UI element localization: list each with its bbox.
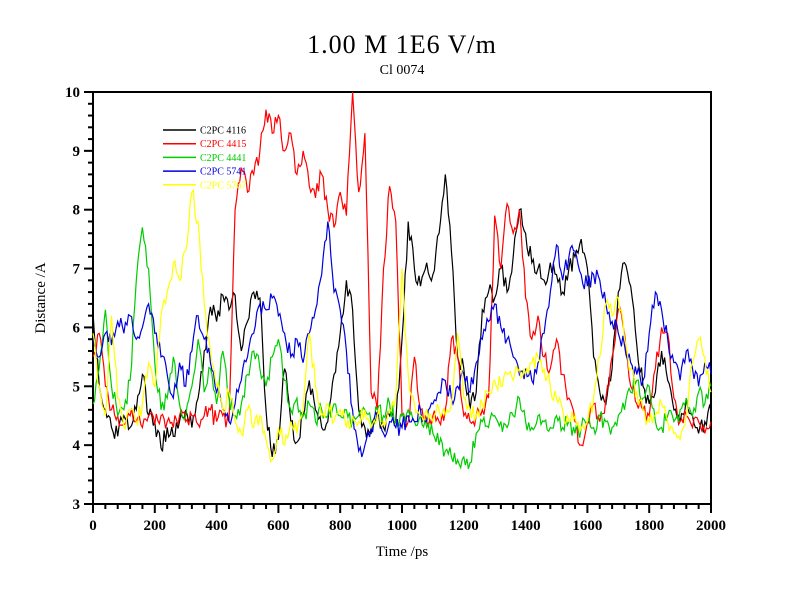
y-tick-label: 9 bbox=[73, 144, 81, 160]
x-tick-label: 1400 bbox=[511, 518, 541, 534]
legend-label-c2pc-5767: C2PC 5767 bbox=[200, 180, 246, 191]
chart-subtitle: Cl 0074 bbox=[379, 63, 425, 78]
legend-label-c2pc-4441: C2PC 4441 bbox=[200, 153, 246, 164]
y-axis-label: Distance /A bbox=[33, 262, 49, 333]
plot-generated: 0 200 400 600 800 1000 1200 1400 1600 1800 2000 3 4 5… bbox=[65, 85, 726, 534]
chart-title: 1.00 M 1E6 V/m bbox=[307, 30, 497, 59]
y-tick-label: 10 bbox=[65, 85, 80, 101]
x-tick-label: 1200 bbox=[449, 518, 479, 534]
legend-label-c2pc-5741: C2PC 5741 bbox=[200, 167, 246, 178]
x-tick-label: 2000 bbox=[696, 518, 726, 534]
y-tick-label: 3 bbox=[73, 497, 81, 513]
series-line-c2pc-5741 bbox=[92, 221, 712, 458]
x-tick-label: 1800 bbox=[634, 518, 664, 534]
y-tick-label: 7 bbox=[73, 262, 81, 278]
y-tick-label: 5 bbox=[73, 379, 81, 395]
series-line-c2pc-5767 bbox=[92, 188, 712, 463]
legend-label-c2pc-4415: C2PC 4415 bbox=[200, 139, 246, 150]
series-line-c2pc-4116 bbox=[92, 174, 712, 457]
y-tick-label: 8 bbox=[73, 203, 81, 219]
y-tick-label: 4 bbox=[73, 438, 81, 454]
x-tick-label: 1000 bbox=[387, 518, 417, 534]
y-tick-label: 6 bbox=[73, 320, 81, 336]
x-tick-label: 400 bbox=[205, 518, 228, 534]
legend-label-c2pc-4116: C2PC 4116 bbox=[200, 126, 246, 137]
series-line-c2pc-4441 bbox=[92, 227, 712, 470]
x-tick-label: 1600 bbox=[572, 518, 602, 534]
x-axis-label: Time /ps bbox=[376, 544, 429, 560]
x-tick-label: 800 bbox=[329, 518, 352, 534]
x-tick-label: 200 bbox=[144, 518, 167, 534]
x-tick-label: 600 bbox=[267, 518, 290, 534]
x-tick-label: 0 bbox=[89, 518, 97, 534]
